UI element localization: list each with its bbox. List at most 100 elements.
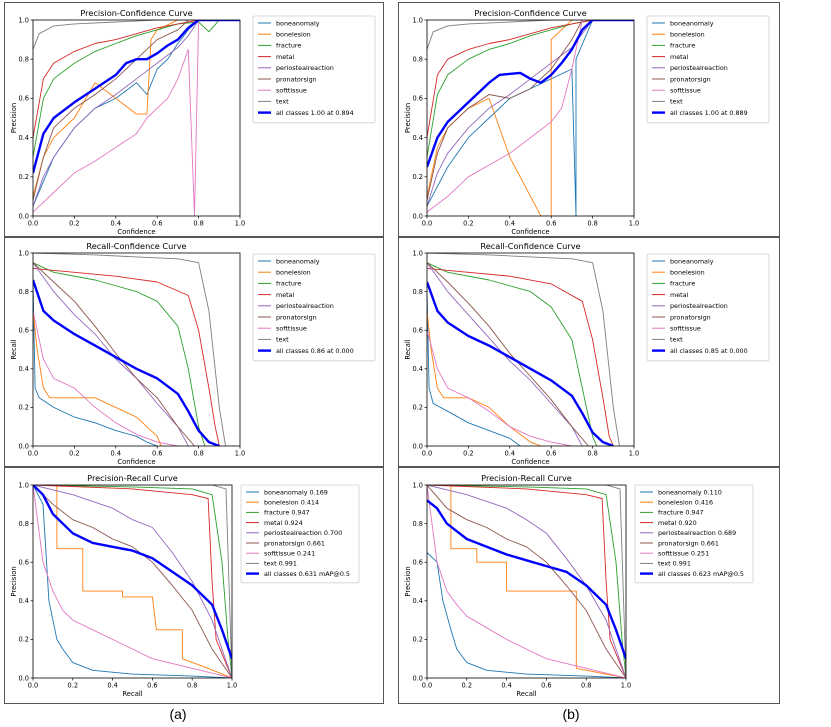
x-tick-label: 0.8 (187, 682, 198, 690)
legend-label-text: text (276, 98, 289, 106)
series-line-metal (427, 485, 626, 678)
legend: boneanomaly bonelesion fracture metal perios… (252, 15, 376, 124)
x-axis-label: Recall (516, 690, 536, 698)
legend-box (252, 253, 376, 362)
x-tick-label: 0.2 (69, 220, 80, 228)
caption-a: (a) (169, 706, 187, 722)
legend-label-text: text (670, 98, 683, 106)
x-tick-label: 0.0 (422, 220, 433, 228)
y-tick-label: 0.6 (19, 95, 30, 103)
x-tick-label: 0.2 (462, 682, 473, 690)
y-tick-label: 1.0 (413, 481, 424, 489)
legend-label-softtissue: softtissue (276, 325, 307, 333)
y-tick-label: 0.4 (413, 134, 424, 142)
legend-label-all: all classes 0.85 at 0.000 (670, 347, 748, 355)
x-axis-label: Confidence (117, 458, 155, 466)
y-tick-label: 1.0 (19, 16, 30, 24)
legend: boneanomaly 0.110 bonelesion 0.416 fractur… (634, 484, 754, 584)
series-line-pronatorsign (427, 20, 583, 201)
legend-label-text: text 0.991 (264, 560, 297, 568)
plot-frame (426, 484, 627, 679)
legend-label-periostealreaction: periostealreaction 0.700 (264, 529, 342, 537)
series-line-metal (33, 20, 199, 138)
series-line-periostealreaction (33, 262, 189, 446)
y-tick-label: 0.4 (19, 365, 30, 373)
x-tick-label: 0.8 (587, 450, 598, 458)
legend-label-all: all classes 0.623 mAP@0.5 (658, 570, 744, 578)
legend-label-softtissue: softtissue (276, 87, 307, 95)
series-line-boneanomaly (33, 20, 199, 207)
legend-label-pronatorsign: pronatorsign (276, 75, 317, 83)
x-tick-label: 0.6 (541, 682, 552, 690)
legend-box (240, 484, 360, 584)
x-axis-label: Confidence (117, 228, 155, 236)
series-line-bonelesion (33, 20, 179, 197)
legend-label-metal: metal (276, 291, 295, 299)
y-axis-label: Precision (10, 103, 18, 133)
panel-b-precision-recall: Precision-Recall Curve 0.0 0.2 0.4 0.6 0.8 1.0… (398, 467, 780, 704)
y-tick-label: 0.8 (413, 288, 424, 296)
x-axis-label: Confidence (511, 228, 549, 236)
y-axis-label: Recall (404, 339, 412, 359)
legend-label-periostealreaction: periostealreaction (670, 64, 728, 72)
x-tick-label: 0.6 (546, 450, 557, 458)
plot-frame (32, 19, 241, 217)
panel-b-recall-confidence: Recall-Confidence Curve 0.0 0.2 0.4 0.6 0.8 1.… (398, 237, 780, 467)
series-line-fracture (427, 20, 593, 158)
series-line-softtissue (33, 485, 232, 678)
x-tick-label: 1.0 (629, 220, 640, 228)
legend-label-boneanomaly: boneanomaly (276, 257, 320, 265)
legend-label-fracture: fracture 0.947 (264, 509, 310, 517)
legend-label-boneanomaly: boneanomaly 0.110 (658, 488, 722, 496)
y-tick-label: 0.4 (19, 597, 30, 605)
x-tick-label: 0.6 (147, 682, 158, 690)
legend-label-bonelesion: bonelesion (670, 31, 705, 39)
y-tick-label: 1.0 (413, 16, 424, 24)
y-tick-label: 0.6 (19, 327, 30, 335)
y-tick-label: 0.0 (19, 674, 30, 682)
legend-label-text: text 0.991 (658, 560, 691, 568)
x-tick-label: 1.0 (621, 682, 632, 690)
series-line-pronatorsign (427, 262, 589, 446)
chart-a-rc: Recall-Confidence Curve 0.0 0.2 0.4 0.6 0.8 1.… (10, 241, 376, 466)
series-line-pronatorsign (33, 262, 195, 446)
legend-label-boneanomaly: boneanomaly (670, 257, 714, 265)
y-tick-label: 1.0 (413, 249, 424, 257)
legend-label-bonelesion: bonelesion 0.414 (264, 499, 319, 507)
series-line-periostealreaction (33, 485, 232, 678)
series-line-bonelesion (33, 310, 162, 446)
x-tick-label: 1.0 (227, 682, 238, 690)
y-tick-label: 0.4 (413, 365, 424, 373)
legend-label-bonelesion: bonelesion (276, 31, 311, 39)
series-line-boneanomaly (33, 281, 158, 446)
y-tick-label: 0.8 (19, 56, 30, 64)
series-line-metal (427, 20, 593, 138)
series-line-softtissue (33, 310, 178, 446)
series-line-all-classes (33, 485, 232, 660)
series-line-text (427, 485, 626, 678)
y-tick-label: 0.8 (19, 520, 30, 528)
x-tick-label: 0.0 (422, 682, 433, 690)
series-line-fracture (427, 262, 598, 446)
series-line-softtissue (427, 485, 626, 678)
legend-label-softtissue: softtissue (670, 325, 701, 333)
chart-a-pc: Precision-Confidence Curve 0.0 0.2 0.4 0.6 0.… (10, 8, 376, 236)
y-tick-label: 0.0 (413, 212, 424, 220)
x-tick-label: 0.8 (193, 450, 204, 458)
legend-label-softtissue: softtissue (670, 87, 701, 95)
legend-box (634, 484, 754, 584)
chart-title: Recall-Confidence Curve (480, 241, 580, 251)
series-line-bonelesion (427, 485, 626, 678)
chart-title: Precision-Recall Curve (481, 473, 572, 483)
series-line-periostealreaction (427, 262, 583, 446)
series-line-boneanomaly (427, 291, 521, 446)
legend-box (646, 253, 770, 362)
y-tick-label: 0.6 (413, 559, 424, 567)
legend-label-bonelesion: bonelesion (670, 269, 705, 277)
legend-label-fracture: fracture (276, 280, 301, 288)
y-tick-label: 0.0 (413, 674, 424, 682)
series-line-text (427, 253, 620, 446)
y-axis-label: Precision (404, 566, 412, 596)
legend-label-periostealreaction: periostealreaction 0.689 (658, 529, 736, 537)
x-tick-label: 1.0 (235, 220, 246, 228)
